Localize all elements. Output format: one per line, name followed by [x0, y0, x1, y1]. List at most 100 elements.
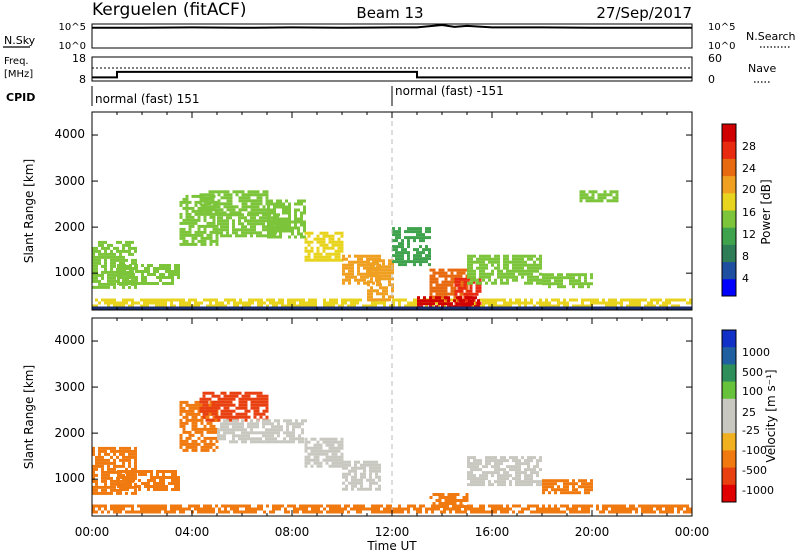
velocity-cell-0-0 [92, 446, 95, 450]
power-cell-2-57 [147, 282, 150, 285]
power-cell-16-12 [429, 296, 432, 300]
velocity-cell-3-112 [244, 400, 248, 404]
velocity-cell-8-153 [527, 483, 530, 487]
velocity-cell-7-0 [429, 496, 433, 499]
velocity-cell-3-27 [211, 394, 215, 398]
power-cell-5-61 [247, 219, 250, 223]
power-cell-14-20 [557, 276, 560, 280]
velocity-cell-3-136 [253, 415, 257, 419]
velocity-cell-3-42 [217, 397, 221, 401]
velocity-cell-2-28 [185, 415, 189, 419]
power-cell-0-138 [128, 246, 131, 250]
velocity-cell-10-376 [590, 504, 593, 508]
power-cell-3-7 [179, 233, 183, 237]
power-cell-13-0 [467, 254, 470, 258]
power-cell-11-76 [453, 295, 457, 299]
power-cell-8-16 [348, 263, 351, 267]
velocity-cell-10-174 [320, 504, 323, 508]
power-cell-1-138 [281, 304, 284, 308]
velocity-cell-6-29 [354, 466, 357, 470]
power-cell-4-133 [265, 190, 269, 194]
station-title: Kerguelen (fitACF) [92, 0, 246, 20]
power-cell-4-104 [250, 205, 254, 209]
power-cell-5-20 [226, 213, 229, 217]
velocity-cell-0-23 [98, 446, 101, 450]
power-cb-24: 24 [742, 162, 756, 175]
velocity-cell-6-35 [354, 484, 357, 488]
power-cell-3-112 [206, 224, 210, 228]
power-cell-7-68 [331, 258, 335, 262]
power-cell-16-56 [471, 302, 474, 306]
velocity-cell-5-62 [328, 449, 332, 453]
velocity-cell-5-91 [337, 461, 341, 465]
power-cell-9-52 [382, 259, 385, 263]
power-cell-1-150 [296, 304, 299, 308]
velocity-cell-10-250 [422, 504, 425, 508]
power-cell-16-38 [456, 302, 459, 306]
power-cell-1-199 [365, 304, 368, 308]
velocity-cell-3-78 [229, 409, 233, 413]
velocity-cell-10-390 [614, 504, 617, 508]
power-cell-13-163 [530, 281, 533, 285]
velocity-cell-0-64 [107, 467, 110, 471]
velocity-cell-6-56 [366, 460, 369, 464]
velocity-cell-1-2 [117, 476, 120, 479]
velocity-cell-3-62 [223, 412, 227, 416]
velocity-cell-3-156 [262, 403, 266, 407]
velocity-cell-10-130 [257, 504, 260, 508]
velocity-cell-2-37 [188, 403, 192, 407]
power-cell-10-85 [419, 260, 422, 264]
velocity-cell-8-158 [530, 474, 533, 478]
power-cell-0-122 [122, 276, 125, 280]
velocity-cell-2-113 [206, 427, 210, 431]
power-cell-4-98 [247, 205, 251, 209]
velocity-cell-3-2 [199, 406, 203, 410]
velocity-cell-3-155 [262, 400, 266, 404]
power-cell-13-135 [521, 263, 524, 267]
velocity-cell-4-48 [241, 431, 244, 435]
velocity-cell-4-147 [292, 434, 295, 438]
power-cell-1-69 [185, 304, 188, 308]
power-cell-9-85 [391, 262, 394, 266]
power-cell-4-58 [226, 202, 230, 206]
velocity-cell-10-161 [305, 507, 308, 511]
velocity-cell-5-94 [340, 440, 344, 444]
velocity-cell-3-149 [259, 400, 263, 404]
power-cell-4-24 [208, 211, 212, 215]
power-cell-1-86 [209, 304, 212, 308]
power-cell-11-77 [456, 268, 460, 272]
velocity-cell-3-141 [256, 403, 260, 407]
velocity-cell-0-101 [116, 488, 119, 492]
velocity-cell-6-23 [351, 478, 354, 482]
velocity-cell-4-152 [295, 425, 298, 429]
power-cb-8: 8 [742, 250, 749, 263]
power-cell-9-9 [367, 295, 370, 299]
power-cell-1-124 [263, 301, 266, 305]
power-cell-1-181 [338, 304, 341, 308]
power-cell-13-19 [473, 254, 476, 258]
power-cell-14-42 [575, 273, 578, 277]
power-cell-1-5 [104, 298, 107, 302]
power-cell-1-93 [218, 304, 221, 308]
power-cell-8-93 [378, 281, 381, 285]
power-cell-3-61 [194, 212, 198, 216]
power-cell-8-47 [360, 275, 363, 279]
velocity-cell-1-1 [117, 473, 120, 476]
sky-tick-bottom: 10^0 [59, 41, 86, 52]
velocity-cell-5-4 [304, 449, 308, 453]
power-cell-10-49 [407, 245, 410, 249]
power-cell-8-73 [372, 257, 375, 261]
power-cell-6-109 [300, 220, 303, 224]
power-cell-6-15 [270, 208, 273, 212]
velocity-cell-2-89 [200, 418, 204, 422]
velocity-cell-8-23 [473, 477, 476, 481]
power-cell-10-48 [407, 242, 410, 246]
velocity-cell-3-150 [259, 403, 263, 407]
power-cell-9-60 [382, 289, 385, 293]
velocity-cell-9-24 [560, 479, 563, 483]
velocity-cell-8-35 [479, 468, 482, 472]
velocity-cell-0-85 [113, 458, 116, 462]
velocity-cell-8-164 [533, 468, 536, 472]
power-cell-0-20 [95, 270, 98, 274]
velocity-cell-4-42 [238, 434, 241, 438]
